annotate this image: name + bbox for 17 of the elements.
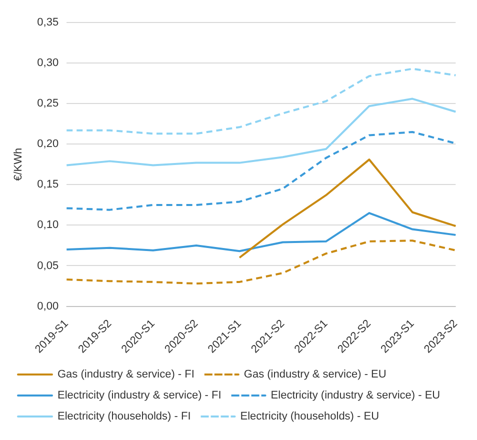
y-tick-label: 0,30 — [37, 57, 59, 70]
y-tick-label: 0,00 — [37, 300, 59, 312]
legend-label: Electricity (households) - FI — [58, 410, 191, 423]
legend-label: Electricity (industry & service) - FI — [58, 390, 222, 402]
y-tick-label: 0,20 — [37, 138, 59, 150]
y-axis-title: €/KWh — [12, 148, 25, 181]
line-series — [66, 68, 457, 135]
legend-label: Gas (industry & service) - EU — [244, 368, 386, 381]
legend-label: Gas (industry & service) - FI — [58, 368, 194, 381]
y-tick-label: 0,05 — [37, 260, 59, 272]
y-tick-label: 0,15 — [37, 178, 59, 191]
legend-label: Electricity (industry & service) - EU — [270, 390, 440, 402]
y-tick-label: 0,25 — [37, 98, 59, 110]
line-series — [66, 240, 457, 285]
y-tick-label: 0,10 — [37, 219, 59, 232]
legend-label: Electricity (households) - EU — [240, 410, 380, 423]
y-tick-label: 0,35 — [37, 16, 59, 29]
